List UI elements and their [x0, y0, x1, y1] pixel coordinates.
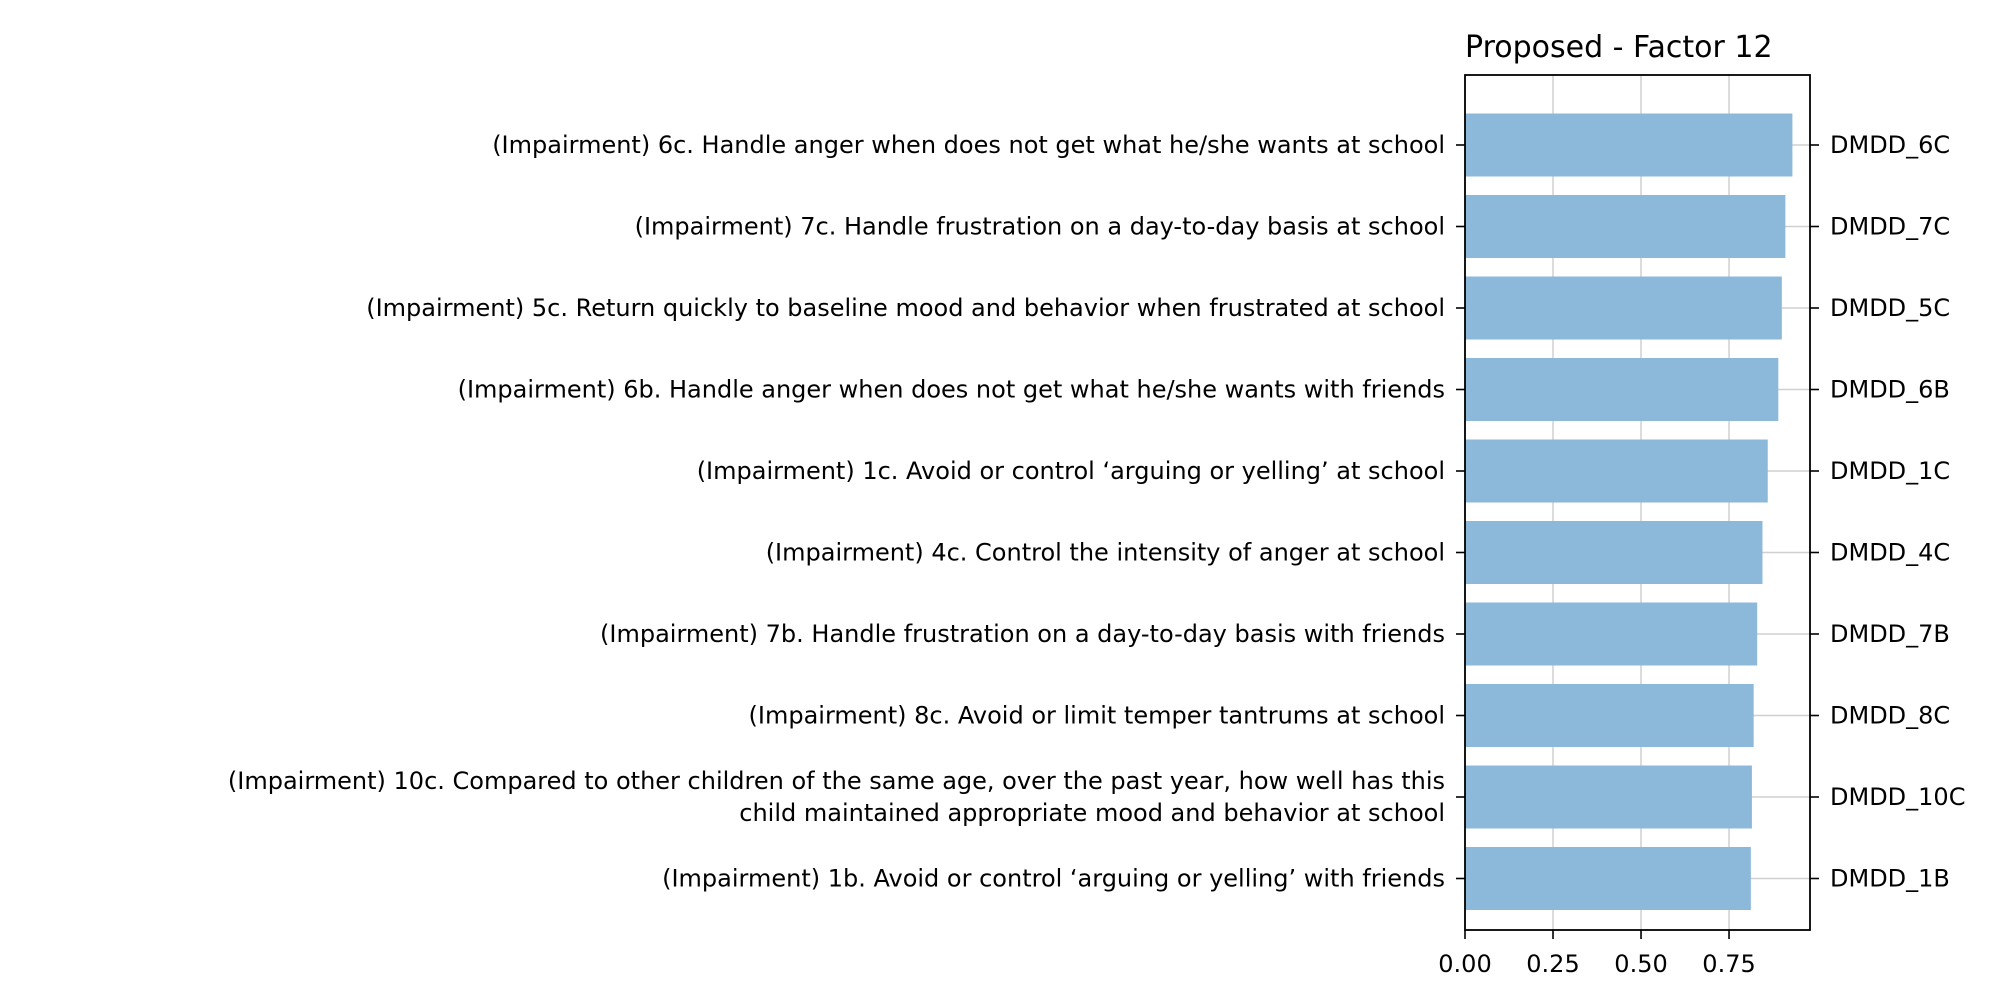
category-label: (Impairment) 7b. Handle frustration on a… [600, 620, 1445, 648]
variable-label: DMDD_6C [1830, 131, 1950, 159]
category-label: (Impairment) 7c. Handle frustration on a… [635, 213, 1445, 241]
variable-label: DMDD_1B [1830, 865, 1950, 893]
bar [1465, 521, 1763, 584]
bar [1465, 439, 1768, 503]
variable-label: DMDD_7B [1830, 620, 1950, 648]
x-tick-label: 0.75 [1702, 950, 1755, 978]
x-tick-label: 0.25 [1526, 950, 1579, 978]
variable-label: DMDD_10C [1830, 783, 1965, 811]
category-label: (Impairment) 1b. Avoid or control ‘argui… [662, 865, 1445, 893]
bar [1465, 113, 1793, 177]
category-label: (Impairment) 8c. Avoid or limit temper t… [749, 702, 1445, 730]
variable-label: DMDD_8C [1830, 702, 1950, 730]
variable-label: DMDD_5C [1830, 294, 1950, 322]
category-label: (Impairment) 10c. Compared to other chil… [228, 767, 1445, 827]
bar [1465, 358, 1779, 421]
variable-label: DMDD_4C [1830, 539, 1950, 567]
category-label: (Impairment) 1c. Avoid or control ‘argui… [697, 457, 1445, 485]
variable-label: DMDD_7C [1830, 213, 1950, 241]
variable-label: DMDD_6B [1830, 376, 1950, 404]
category-label: (Impairment) 4c. Control the intensity o… [766, 539, 1445, 567]
bar [1465, 684, 1754, 747]
chart-title: Proposed - Factor 12 [1465, 30, 1773, 65]
bar [1465, 195, 1786, 258]
variable-label: DMDD_1C [1830, 457, 1950, 485]
category-label: (Impairment) 5c. Return quickly to basel… [366, 294, 1445, 322]
bar-layer [1465, 113, 1793, 910]
plot-frame [1464, 74, 1811, 931]
bar [1465, 602, 1758, 666]
category-label: (Impairment) 6b. Handle anger when does … [458, 376, 1445, 404]
x-tick-label: 0.50 [1614, 950, 1667, 978]
label-layer: 0.00 0.25 0.50 0.75 (Impairment) 6c. Handle … [228, 131, 1966, 978]
x-tick-label: 0.00 [1438, 950, 1491, 978]
bar [1465, 276, 1782, 340]
bar [1465, 847, 1751, 910]
bar [1465, 765, 1752, 829]
category-label: (Impairment) 6c. Handle anger when does … [492, 131, 1445, 159]
axis-layer [1456, 74, 1819, 939]
